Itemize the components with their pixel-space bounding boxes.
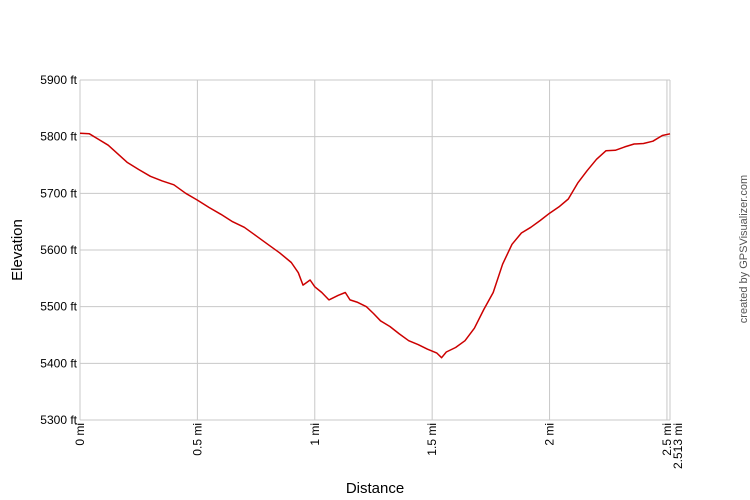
x-tick-labels: 0 mi 0.5 mi 1 mi 1.5 mi 2 mi 2.5 mi2.513 mi (73, 423, 685, 469)
y-tick-label: 5800 ft (40, 130, 77, 144)
x-tick-label: 2 mi (543, 423, 557, 446)
y-tick-label: 5900 ft (40, 73, 77, 87)
x-axis-title: Distance (346, 480, 404, 497)
credit-label: created by GPSVisualizer.com (738, 175, 750, 323)
series (79, 132, 671, 359)
grid (79, 79, 671, 421)
y-tick-label: 5500 ft (40, 300, 77, 314)
x-tick-label: 2.5 mi (660, 423, 674, 456)
y-tick-label: 5400 ft (40, 356, 77, 370)
y-tick-label: 5300 ft (40, 413, 77, 427)
x-tick-label: 0.5 mi (190, 423, 204, 456)
y-tick-label: 5700 ft (40, 186, 77, 200)
x-tick-label: 2.513 mi (671, 423, 685, 469)
y-tick-label: 5600 ft (40, 243, 77, 257)
elevation-series-line (79, 132, 671, 359)
x-tick-label: 0 mi (73, 423, 87, 446)
y-tick-labels: 5300 ft 5400 ft 5500 ft 5600 ft 5700 ft 5800 … (40, 73, 77, 427)
x-tick-label: 1 mi (308, 423, 322, 446)
x-tick-label: 1.5 mi (425, 423, 439, 456)
y-axis-title: Elevation (9, 219, 26, 281)
